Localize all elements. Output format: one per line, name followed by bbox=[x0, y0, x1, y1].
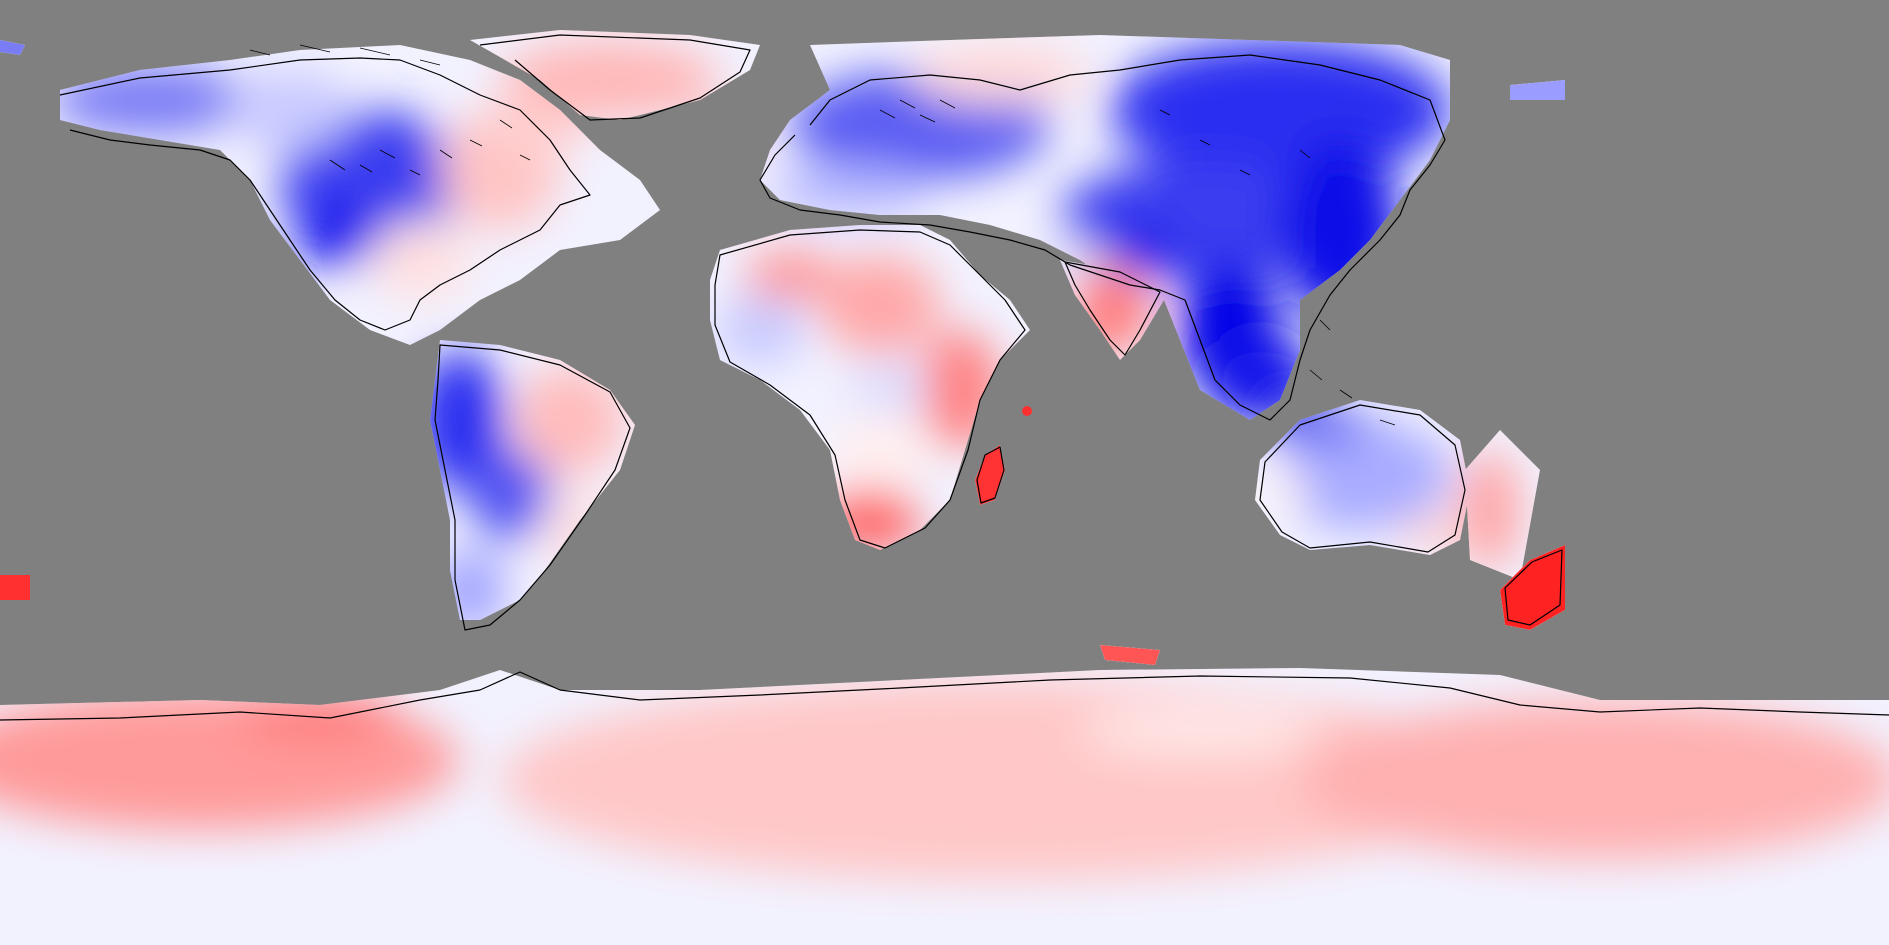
fine-coastline-detail bbox=[249, 44, 1396, 426]
coastlines bbox=[0, 34, 1889, 721]
island-marker bbox=[1022, 406, 1032, 416]
